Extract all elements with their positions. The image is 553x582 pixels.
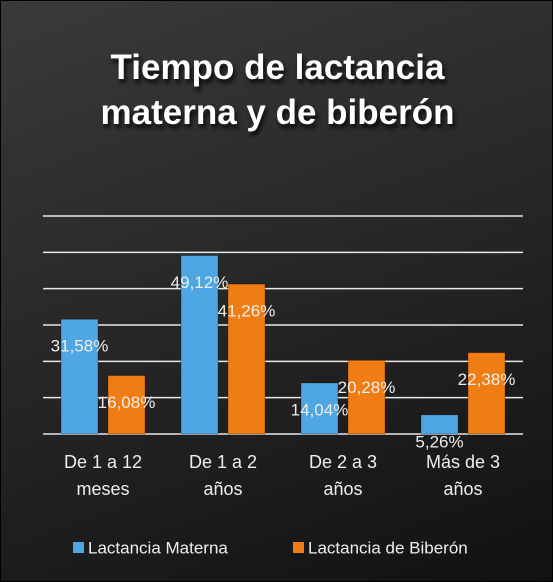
bar [60,318,99,435]
data-label: 16,08% [98,393,156,412]
data-label: 49,12% [171,273,229,292]
bar [107,375,146,435]
legend-label: Lactancia Materna [88,538,228,557]
x-tick-label: De 2 a 3 años [308,452,378,499]
bar [300,382,339,435]
data-label: 41,26% [218,302,276,321]
x-tick-label: De 1 a 2 años [188,452,258,499]
bar [420,414,459,435]
data-label: 22,38% [458,370,516,389]
bar [347,359,386,435]
legend-swatch [293,542,304,553]
bar [227,283,266,435]
bar [180,255,219,435]
legend-label: Lactancia de Biberón [308,538,468,557]
data-label: 31,58% [51,337,109,356]
data-label: 20,28% [338,378,396,397]
data-label: 5,26% [415,432,463,451]
x-tick-label: De 1 a 12 meses [63,452,143,499]
x-tick-label: Más de 3 años [425,452,501,499]
bar [467,352,506,435]
chart-title: Tiempo de lactancia materna y de biberón [100,48,455,132]
legend-swatch [73,542,84,553]
data-label: 14,04% [291,400,349,419]
